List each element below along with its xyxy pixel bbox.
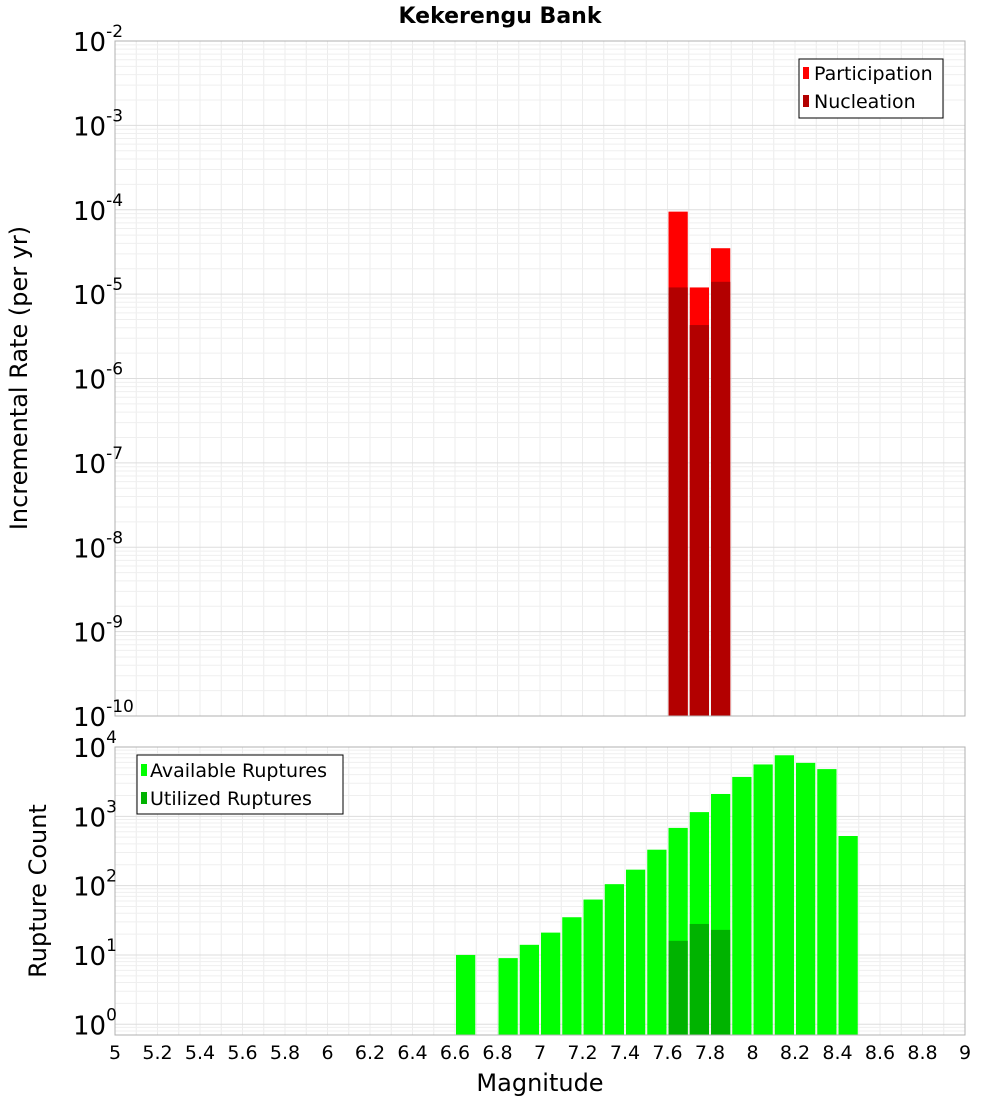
x-tick-label: 5.4 [185,1042,215,1064]
count-bar-available-ruptures [456,954,476,1035]
rate-panel: 10-210-310-410-510-610-710-810-910-10 In… [5,22,966,733]
legend-swatch-available-ruptures [141,764,147,776]
count-y-tick-label: 101 [73,936,117,972]
x-tick-label: 6.4 [397,1042,427,1064]
count-bar-available-ruptures [562,917,582,1035]
x-tick-label: 5 [109,1042,121,1064]
x-tick-label: 8 [746,1042,758,1064]
rate-legend: Participation Nucleation [798,58,944,119]
x-tick-label: 6.6 [440,1042,470,1064]
rate-y-tick-exponent: -10 [106,697,134,717]
count-legend-box [136,754,344,815]
count-bar-available-ruptures [583,899,603,1035]
x-tick-label: 8.6 [865,1042,895,1064]
x-tick-label: 6.8 [482,1042,512,1064]
x-tick-label: 5.2 [142,1042,172,1064]
legend-label-participation: Participation [814,63,933,85]
count-y-tick-exponent: 3 [106,797,117,817]
count-bar-available-ruptures [732,776,752,1035]
rate-plot-border [114,40,966,717]
count-y-tick-label: 104 [73,728,117,764]
count-bar-available-ruptures [626,869,646,1035]
count-y-tick-label: 102 [73,867,117,903]
x-tick-label: 7.2 [567,1042,597,1064]
x-tick-label: 7.8 [695,1042,725,1064]
count-bar-utilized-ruptures [668,940,688,1035]
rate-y-axis-label: Incremental Rate (per yr) [5,226,33,530]
count-plot-border [114,746,966,1036]
count-y-tick-label: 103 [73,797,117,833]
x-tick-label: 7.6 [652,1042,682,1064]
legend-label-available-ruptures: Available Ruptures [150,760,327,782]
rate-y-tick-label: 10-2 [73,22,123,58]
count-y-tick-exponent: 2 [106,867,117,887]
count-bars [456,755,858,1035]
rate-grid [114,40,966,717]
count-bar-available-ruptures [647,849,667,1035]
rate-y-tick-exponent: -4 [106,191,123,211]
count-y-tick-exponent: 0 [106,1005,117,1025]
rate-legend-box [798,58,944,119]
x-tick-label: 6 [321,1042,333,1064]
rate-bar-nucleation [668,287,688,716]
rate-y-tick-label: 10-3 [73,106,123,142]
rate-y-tick-exponent: -8 [106,528,123,548]
x-tick-label: 6.2 [355,1042,385,1064]
count-bar-available-ruptures [498,958,518,1035]
rate-y-tick-exponent: -6 [106,360,123,380]
legend-label-utilized-ruptures: Utilized Ruptures [150,788,312,810]
count-legend: Available Ruptures Utilized Ruptures [136,754,344,815]
rate-y-ticks: 10-210-310-410-510-610-710-810-910-10 [73,22,134,733]
x-tick-label: 8.4 [822,1042,852,1064]
x-axis-label: Magnitude [476,1069,603,1097]
count-bar-available-ruptures [519,944,539,1035]
rate-y-tick-exponent: -5 [106,275,123,295]
count-y-tick-exponent: 1 [106,936,117,956]
rate-bars [668,211,731,717]
count-bar-utilized-ruptures [711,929,731,1035]
count-bar-available-ruptures [774,755,794,1035]
x-tick-label: 5.6 [227,1042,257,1064]
legend-swatch-nucleation [803,95,809,107]
x-tick-label: 7.4 [610,1042,640,1064]
x-tick-label: 8.2 [780,1042,810,1064]
chart-title: Kekerengu Bank [399,4,603,29]
rate-y-tick-label: 10-10 [73,697,134,733]
rate-y-tick-exponent: -3 [106,106,123,126]
rate-y-tick-exponent: -2 [106,22,123,42]
count-bar-available-ruptures [796,762,816,1035]
legend-swatch-participation [803,67,809,79]
x-tick-label: 9 [959,1042,971,1064]
count-x-ticks: 5 5.2 5.4 5.6 5.8 6 6.2 6.4 6.6 6.8 7 7.2 7.4 7.6 7.8 8… [109,1042,971,1064]
rate-bar-nucleation [689,325,709,716]
legend-label-nucleation: Nucleation [814,91,916,113]
count-y-tick-label: 100 [73,1005,117,1041]
rate-bar-nucleation [711,281,731,716]
rate-y-tick-exponent: -7 [106,444,123,464]
rate-y-tick-exponent: -9 [106,613,123,633]
count-bar-available-ruptures [838,836,858,1035]
count-bar-available-ruptures [541,932,561,1035]
count-bar-available-ruptures [753,764,773,1035]
legend-swatch-utilized-ruptures [141,792,147,804]
count-y-tick-exponent: 4 [106,728,117,748]
x-tick-label: 5.8 [270,1042,300,1064]
count-y-axis-label: Rupture Count [24,804,52,978]
count-bar-available-ruptures [604,884,624,1035]
count-bar-utilized-ruptures [689,923,709,1035]
x-tick-label: 7 [534,1042,546,1064]
count-bar-available-ruptures [817,769,837,1035]
x-tick-label: 8.8 [907,1042,937,1064]
